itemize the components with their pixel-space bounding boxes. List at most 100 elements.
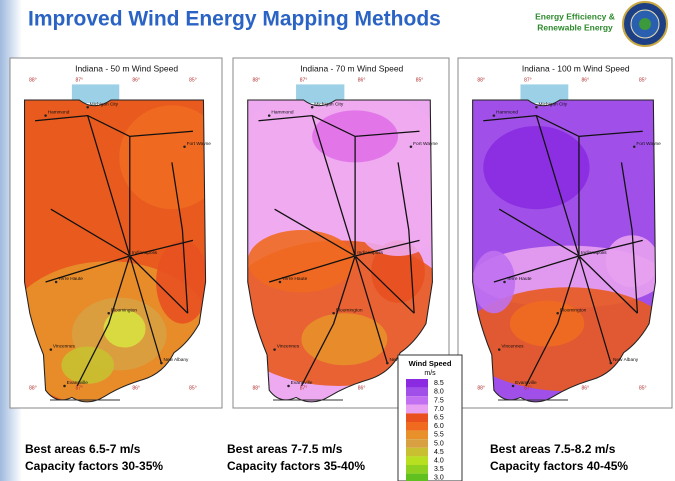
map-title: Indiana - 100 m Wind Speed (522, 63, 630, 73)
city-dot (183, 145, 186, 149)
legend-swatch (406, 404, 428, 414)
wind-zone (301, 313, 388, 366)
longitude-label: 88° (29, 77, 37, 83)
city-dot (503, 280, 506, 284)
city-label: Vincennes (277, 344, 300, 350)
legend-level: 3.5 (434, 466, 444, 473)
longitude-label: 85° (639, 385, 647, 391)
state-outline (472, 99, 657, 403)
city-label: Vincennes (53, 344, 76, 349)
longitude-label: 86° (132, 385, 140, 391)
logo-text: Renewable Energy (537, 22, 613, 32)
state-outline (24, 99, 207, 403)
city-dot (609, 361, 613, 365)
caption: Best areas 6.5-7 m/s (25, 442, 141, 456)
highway (498, 208, 580, 257)
city-dot (107, 311, 111, 315)
city-dot (535, 106, 538, 109)
highway (34, 114, 193, 138)
longitude-label: 87° (524, 385, 532, 391)
city-dot (160, 361, 163, 365)
legend-level: 4.5 (434, 449, 444, 456)
highway (258, 114, 420, 138)
longitude-label: 87° (75, 385, 83, 391)
legend-level: 6.5 (434, 415, 444, 422)
wind-zone (483, 126, 590, 210)
highway (129, 255, 162, 364)
highway (397, 162, 415, 314)
city-dot (310, 106, 314, 109)
city-dot (577, 254, 581, 258)
city-dot (332, 311, 335, 315)
legend-swatch (406, 456, 428, 465)
city-dot (287, 384, 290, 388)
legend-swatch (406, 396, 428, 405)
legend-title: Wind Speed (409, 359, 452, 368)
legend-swatch (406, 439, 428, 448)
longitude-label: 85° (416, 77, 424, 83)
legend-level: 5.0 (434, 440, 444, 447)
map-title: Indiana - 50 m Wind Speed (75, 63, 178, 73)
wind-field (247, 99, 433, 402)
city-dot (278, 280, 282, 284)
longitude-label: 87° (75, 77, 83, 83)
highway (483, 114, 643, 138)
caption: Best areas 7.5-8.2 m/s (490, 442, 616, 456)
highway (620, 162, 639, 314)
longitude-label: 88° (477, 77, 485, 83)
longitude-label: 86° (582, 385, 590, 391)
city-label: Vincennes (501, 344, 524, 350)
city-label: Terre Haute (58, 276, 83, 281)
city-label: Bloomington (560, 307, 587, 313)
wind-zone (247, 230, 356, 293)
longitude-label: 86° (358, 385, 366, 391)
longitude-label: 86° (358, 77, 366, 83)
legend-level: 4.0 (434, 458, 444, 465)
highway (578, 255, 612, 364)
longitude-label: 85° (189, 77, 197, 83)
legend-level: 8.5 (434, 380, 444, 387)
city-label: Indianapolis (357, 250, 383, 256)
legend-swatch (406, 447, 428, 457)
city-dot (556, 311, 559, 315)
legend-swatch (406, 430, 428, 440)
map: Michigan City Hammond Fort Wayne Indianapol… (247, 84, 438, 403)
city-label: Terre Haute (507, 276, 532, 282)
city-label: Evansville (291, 380, 313, 386)
lake (296, 84, 345, 104)
city-label: Bloomington (111, 307, 138, 312)
city-dot (63, 384, 66, 388)
highway (525, 136, 580, 387)
legend-unit: m/s (424, 370, 436, 377)
legend-swatch (406, 422, 428, 431)
city-label: New Albany (163, 357, 189, 362)
city-label: Hammond (48, 110, 70, 115)
city-dot (86, 106, 89, 109)
legend-swatch (406, 379, 428, 388)
city-label: Michigan City (539, 101, 568, 107)
longitude-label: 87° (300, 77, 308, 83)
wind-zone (360, 203, 433, 256)
logo-text: Energy Efficiency & (535, 11, 615, 21)
slide-title: Improved Wind Energy Mapping Methods (28, 8, 441, 31)
wind-zone (371, 240, 425, 303)
legend-level: 3.0 (434, 475, 444, 481)
city-label: Hammond (496, 110, 518, 116)
city-label: Indianapolis (581, 250, 607, 256)
city-dot (128, 254, 132, 258)
wind-zone (103, 310, 146, 348)
map-title: Indiana - 70 m Wind Speed (300, 63, 403, 73)
city-dot (386, 361, 389, 365)
wind-zone (156, 240, 206, 324)
city-label: Fort Wayne (636, 141, 661, 147)
city-dot (54, 280, 58, 284)
highway (171, 162, 189, 314)
city-label: Michigan City (314, 101, 344, 107)
legend-swatch (406, 387, 428, 397)
legend-level: 8.0 (434, 389, 444, 396)
legend-swatch (406, 413, 428, 422)
highway (354, 255, 388, 364)
legend-level: 6.0 (434, 423, 444, 430)
city-label: Indianapolis (132, 250, 158, 255)
city-label: Terre Haute (282, 276, 308, 282)
